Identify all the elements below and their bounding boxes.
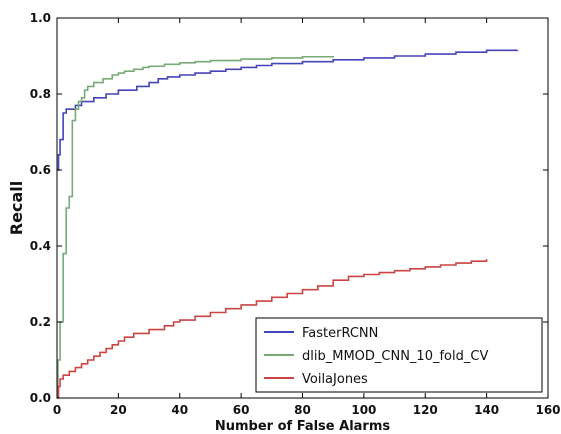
ticks-layer: 0 20 40 60 80 100 120 140 160 0.0 0.2 0.4 0.6 0.8 1.0 [30,11,561,417]
series-line-0 [57,49,519,171]
y-tick-label: 0.0 [30,391,51,405]
x-tick-label: 100 [351,403,376,417]
legend: FasterRCNN dlib_MMOD_CNN_10_fold_CV VoilaJ… [255,317,543,393]
x-tick-label: 140 [474,403,499,417]
y-tick-label: 0.8 [30,87,51,101]
y-tick-label: 0.2 [30,315,51,329]
x-tick-label: 40 [171,403,188,417]
legend-box [255,317,543,393]
legend-label-2: VoilaJones [302,372,368,387]
x-tick-label: 0 [53,403,61,417]
series-line-1 [57,55,334,399]
x-tick-label: 60 [233,403,250,417]
series-layer [57,49,519,399]
x-tick-label: 160 [535,403,560,417]
y-tick-label: 0.4 [30,239,51,253]
x-tick-label: 80 [294,403,311,417]
x-tick-label: 120 [413,403,438,417]
y-tick-label: 0.6 [30,163,51,177]
y-tick-label: 1.0 [30,11,51,25]
legend-label-1: dlib_MMOD_CNN_10_fold_CV [302,349,488,364]
x-axis-label: Number of False Alarms [215,419,391,434]
legend-label-0: FasterRCNN [302,326,378,341]
x-tick-label: 20 [110,403,127,417]
series-line-2 [57,259,488,399]
y-axis-label: Recall [7,181,26,235]
